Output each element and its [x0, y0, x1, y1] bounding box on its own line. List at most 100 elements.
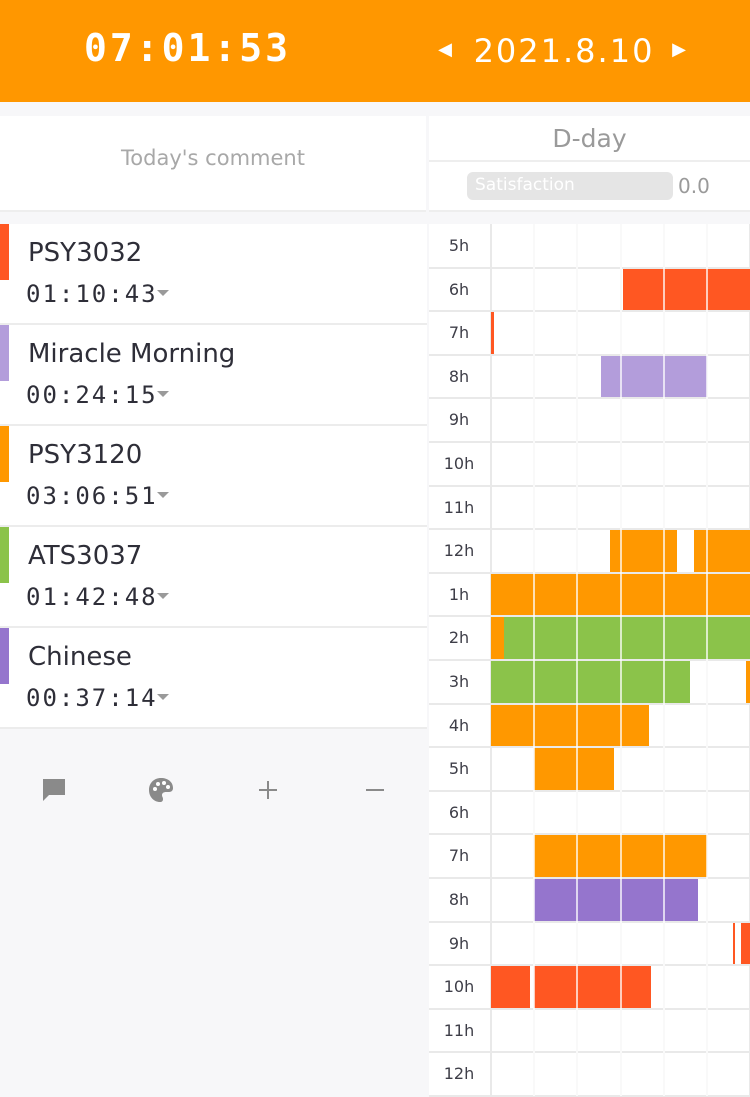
- grid-row-line: [429, 528, 750, 531]
- grid-row-line: [429, 571, 750, 574]
- daily-timetable[interactable]: 5h 6h 7h 8h 9h 10h 11h 12h 1h 2h 3h 4h 5h 6h 7h 8h 9h 10h…: [429, 224, 750, 1097]
- grid-column-separator: [576, 224, 579, 1096]
- subject-color-tab: [0, 224, 9, 280]
- subject-name: Chinese: [28, 642, 132, 672]
- hour-label: 9h: [448, 933, 470, 953]
- subject-name: ATS3037: [28, 541, 143, 571]
- timetable-block[interactable]: [745, 661, 750, 703]
- top-bar: 07:01:53 ◀ 2021.8.10 ▶: [0, 0, 750, 102]
- timetable-block[interactable]: [732, 922, 735, 965]
- hour-label: 8h: [448, 366, 470, 386]
- timetable-block[interactable]: [741, 922, 750, 965]
- hour-label: 7h: [448, 846, 470, 866]
- grid-column-separator: [662, 224, 665, 1096]
- subject-time: 01:10:43: [26, 280, 158, 308]
- timetable-block[interactable]: [534, 748, 614, 790]
- grid-row-line: [429, 746, 750, 749]
- subject-time: 03:06:51: [26, 482, 158, 510]
- remove-subject-button[interactable]: [345, 760, 405, 820]
- grid-column-separator: [533, 224, 536, 1096]
- subject-item[interactable]: Miracle Morning 00:24:15: [0, 325, 427, 426]
- subject-name: PSY3032: [28, 238, 143, 268]
- hour-label: 8h: [448, 890, 470, 909]
- todays-comment-placeholder: Today's comment: [121, 146, 305, 170]
- caret-right-icon[interactable]: ▶: [672, 39, 686, 60]
- hour-label: 2h: [448, 628, 470, 648]
- hour-label: 10h: [443, 454, 475, 473]
- hour-label: 5h: [448, 759, 470, 779]
- comment-icon: [43, 779, 65, 801]
- hour-label: 5h: [448, 236, 470, 255]
- todays-comment-box[interactable]: Today's comment: [0, 116, 426, 212]
- chevron-down-icon[interactable]: [157, 290, 169, 296]
- timetable-block[interactable]: [491, 966, 530, 1008]
- timetable-block[interactable]: [622, 268, 750, 311]
- dday-label[interactable]: D-day: [552, 124, 627, 153]
- plus-icon: [259, 781, 277, 799]
- subject-item[interactable]: PSY3032 01:10:43: [0, 224, 427, 325]
- chevron-down-icon[interactable]: [157, 694, 169, 700]
- subject-name: PSY3120: [28, 440, 143, 470]
- hour-label: 7h: [448, 323, 470, 343]
- grid-column-separator: [619, 224, 622, 1096]
- chevron-down-icon[interactable]: [157, 593, 169, 599]
- timetable-block[interactable]: [503, 617, 750, 659]
- caret-left-icon[interactable]: ◀: [438, 39, 452, 60]
- timetable-block[interactable]: [491, 661, 690, 703]
- grid-row-line: [429, 877, 750, 879]
- subject-item[interactable]: PSY3120 03:06:51: [0, 426, 427, 527]
- timetable-block[interactable]: [601, 355, 707, 398]
- grid-column-separator: [705, 224, 708, 1096]
- grid-row-line: [429, 441, 750, 443]
- grid-row-line: [429, 484, 750, 487]
- grid-row-line: [429, 964, 750, 967]
- dday-panel: D-day Satisfaction 0.0: [429, 116, 750, 212]
- grid-row-line: [429, 833, 750, 836]
- subject-time: 01:42:48: [26, 583, 158, 611]
- hour-label: 11h: [443, 1020, 475, 1040]
- grid-row-line: [429, 310, 750, 313]
- satisfaction-label: Satisfaction: [475, 175, 575, 195]
- subject-color-tab: [0, 527, 9, 583]
- grid-row-line: [429, 659, 750, 661]
- hour-label: 11h: [443, 497, 475, 517]
- satisfaction-value: 0.0: [678, 174, 710, 198]
- subject-time: 00:37:14: [26, 684, 158, 712]
- timetable-block[interactable]: [534, 879, 699, 921]
- grid-row-line: [429, 615, 750, 618]
- timetable-block[interactable]: [534, 966, 651, 1008]
- timetable-block[interactable]: [491, 704, 649, 747]
- grid-column-line: [490, 224, 492, 1096]
- grid-row-line: [429, 353, 750, 356]
- timetable-block[interactable]: [693, 530, 750, 572]
- hour-label: 6h: [448, 279, 470, 299]
- hour-label: 9h: [448, 410, 470, 430]
- minus-icon: [366, 789, 384, 791]
- date-navigator: ◀ 2021.8.10 ▶: [428, 26, 750, 76]
- comment-button[interactable]: [24, 760, 84, 820]
- hour-label: 10h: [443, 977, 475, 997]
- grid-row-line: [429, 266, 750, 269]
- bottom-toolbar: [0, 760, 427, 820]
- palette-button[interactable]: [131, 760, 191, 820]
- subject-color-tab: [0, 426, 9, 482]
- timetable-block[interactable]: [491, 312, 495, 354]
- hour-label: 6h: [448, 802, 470, 822]
- timetable-block[interactable]: [491, 617, 504, 659]
- satisfaction-bar[interactable]: Satisfaction: [467, 172, 673, 200]
- grid-row-line: [429, 1007, 750, 1010]
- hour-label: 3h: [448, 672, 470, 691]
- hour-label: 12h: [443, 541, 475, 561]
- subject-color-tab: [0, 325, 9, 381]
- grid-row-line: [429, 397, 750, 400]
- chevron-down-icon[interactable]: [157, 391, 169, 397]
- subject-item[interactable]: Chinese 00:37:14: [0, 628, 427, 729]
- chevron-down-icon[interactable]: [157, 492, 169, 498]
- grid-row-line: [429, 789, 750, 792]
- divider: [429, 160, 750, 162]
- subject-item[interactable]: ATS3037 01:42:48: [0, 527, 427, 628]
- add-subject-button[interactable]: [238, 760, 298, 820]
- subject-name: Miracle Morning: [28, 339, 236, 369]
- current-date[interactable]: 2021.8.10: [473, 32, 655, 70]
- subject-list: PSY3032 01:10:43 Miracle Morning 00:24:1…: [0, 224, 427, 729]
